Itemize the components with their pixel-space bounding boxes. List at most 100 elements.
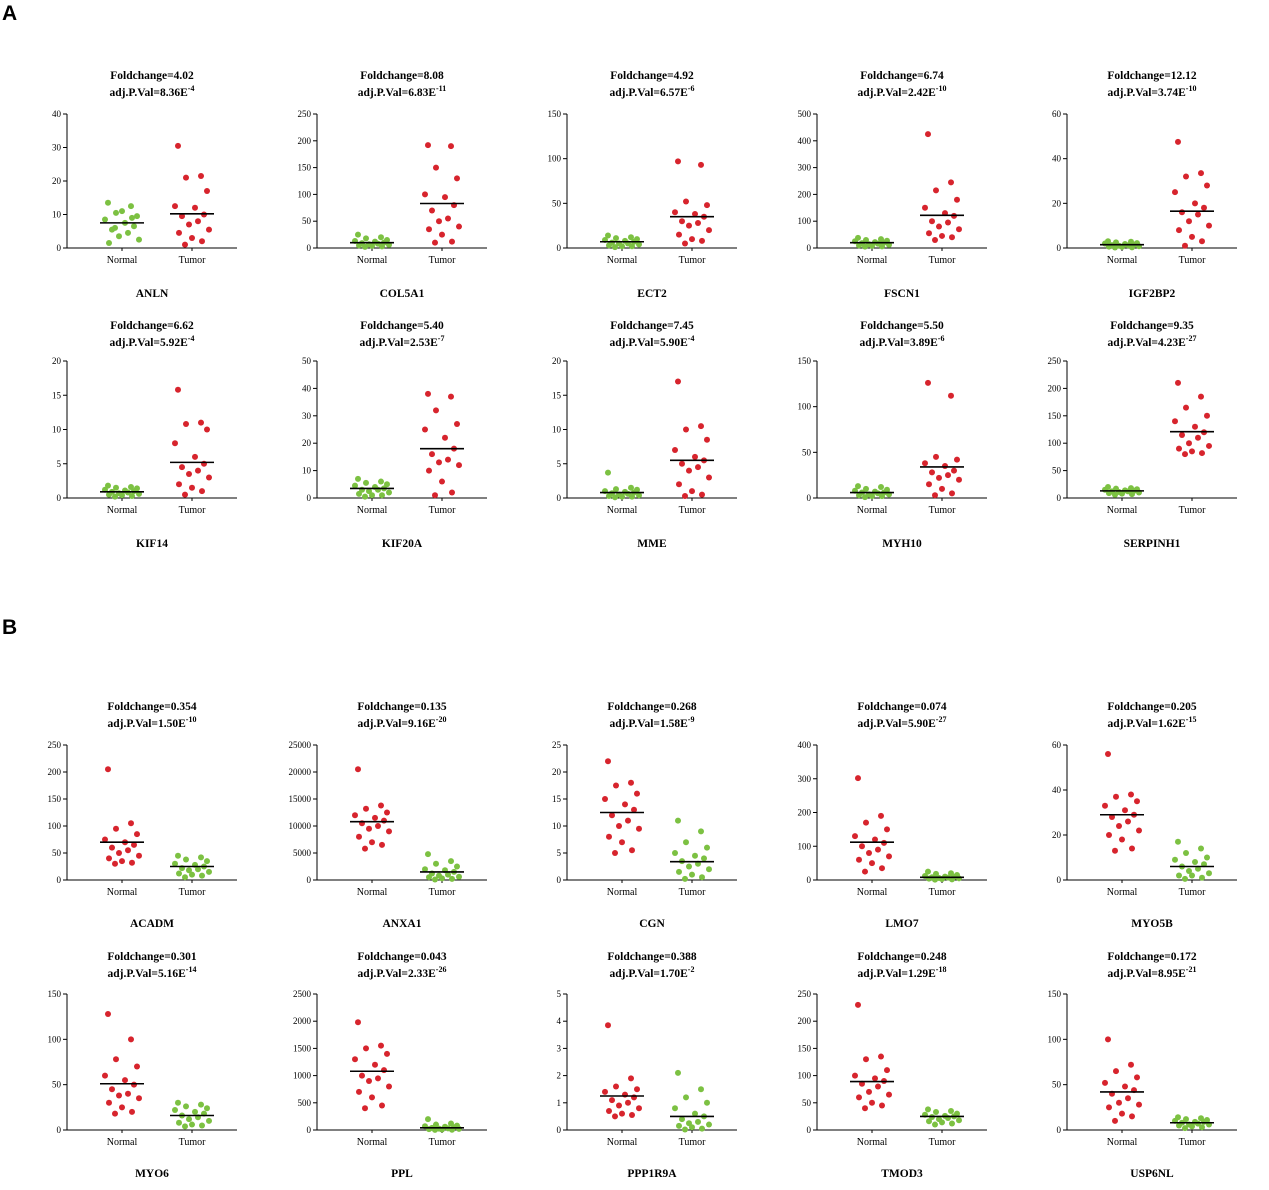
- y-tick-label: 400: [798, 740, 812, 750]
- data-point-tumor: [176, 229, 182, 236]
- data-point-normal: [606, 492, 612, 499]
- y-tick-label: 200: [48, 767, 62, 777]
- data-point-tumor: [676, 481, 682, 488]
- data-point-tumor: [1176, 445, 1182, 452]
- chart-anln: Foldchange=4.02 adj.P.Val=8.36E-4 0 10 20 30 4…: [52, 70, 237, 300]
- data-point-tumor: [922, 460, 928, 467]
- y-tick-label: 20: [1052, 830, 1062, 840]
- data-point-tumor: [448, 143, 454, 150]
- pvalue-label: adj.P.Val=4.23E-27: [1108, 334, 1197, 349]
- data-point-tumor: [689, 236, 695, 243]
- data-point-normal: [362, 493, 368, 500]
- y-tick-label: 0: [1057, 875, 1062, 885]
- y-tick-label: 5: [557, 989, 562, 999]
- data-point-tumor: [204, 858, 210, 865]
- data-point-normal: [613, 486, 619, 493]
- data-point-tumor: [675, 1069, 681, 1076]
- data-point-tumor: [189, 234, 195, 241]
- data-point-tumor: [422, 866, 428, 873]
- data-point-tumor: [439, 875, 445, 882]
- data-point-tumor: [206, 1117, 212, 1124]
- data-point-normal: [113, 1056, 119, 1063]
- data-point-tumor: [1172, 418, 1178, 425]
- x-tick-label: Tumor: [429, 255, 457, 266]
- data-point-tumor: [679, 1116, 685, 1123]
- x-tick-label: Normal: [857, 255, 888, 266]
- data-point-tumor: [206, 868, 212, 875]
- data-point-normal: [625, 1099, 631, 1106]
- data-point-normal: [366, 825, 372, 832]
- y-tick-label: 200: [298, 136, 312, 146]
- chart-ppl: Foldchange=0.043 adj.P.Val=2.33E-26 0 500 10…: [293, 951, 487, 1180]
- data-point-tumor: [432, 239, 438, 246]
- x-tick-label: Normal: [857, 505, 888, 516]
- data-point-tumor: [682, 1126, 688, 1133]
- data-point-tumor: [442, 434, 448, 441]
- data-point-tumor: [926, 481, 932, 488]
- foldchange-label: Foldchange=0.268: [607, 701, 697, 713]
- pvalue-label: adj.P.Val=5.90E-27: [858, 715, 947, 730]
- data-point-normal: [612, 1113, 618, 1120]
- data-point-tumor: [695, 1118, 701, 1125]
- data-point-tumor: [699, 874, 705, 881]
- y-tick-label: 300: [798, 163, 812, 173]
- y-tick-label: 3: [557, 1043, 562, 1053]
- data-point-normal: [855, 775, 861, 782]
- data-point-normal: [362, 845, 368, 852]
- y-tick-label: 30: [52, 143, 62, 153]
- data-point-tumor: [199, 1122, 205, 1129]
- data-point-normal: [619, 243, 625, 250]
- y-tick-label: 200: [798, 1016, 812, 1026]
- y-tick-label: 200: [1048, 383, 1062, 393]
- data-point-tumor: [954, 456, 960, 463]
- foldchange-label: Foldchange=0.301: [107, 951, 197, 963]
- y-tick-label: 2: [557, 1071, 562, 1081]
- data-point-tumor: [425, 142, 431, 149]
- data-point-normal: [369, 1094, 375, 1101]
- y-tick-label: 40: [1052, 785, 1062, 795]
- data-point-normal: [119, 208, 125, 215]
- data-point-tumor: [445, 871, 451, 878]
- data-point-normal: [131, 1081, 137, 1088]
- gene-label: ACADM: [130, 918, 174, 930]
- data-point-normal: [119, 1104, 125, 1111]
- data-point-normal: [616, 823, 622, 829]
- foldchange-label: Foldchange=12.12: [1107, 70, 1197, 82]
- x-tick-label: Tumor: [1179, 1137, 1207, 1148]
- gene-label: CGN: [639, 918, 665, 930]
- x-tick-label: Tumor: [679, 887, 707, 898]
- data-point-tumor: [204, 1105, 210, 1112]
- data-point-tumor: [676, 231, 682, 238]
- data-point-tumor: [925, 131, 931, 138]
- y-tick-label: 150: [1048, 411, 1062, 421]
- data-point-normal: [1136, 827, 1142, 834]
- y-tick-label: 15: [552, 390, 562, 400]
- x-tick-label: Tumor: [929, 255, 957, 266]
- gene-label: TMOD3: [881, 1168, 923, 1180]
- x-tick-label: Tumor: [1179, 887, 1207, 898]
- y-tick-label: 0: [307, 493, 312, 503]
- data-point-tumor: [189, 871, 195, 878]
- y-tick-label: 250: [298, 109, 312, 119]
- data-point-tumor: [1183, 173, 1189, 180]
- y-tick-label: 60: [1052, 740, 1062, 750]
- gene-label: SERPINH1: [1124, 538, 1181, 550]
- data-point-normal: [862, 494, 868, 501]
- data-point-tumor: [695, 219, 701, 226]
- y-tick-label: 500: [298, 1098, 312, 1108]
- y-tick-label: 10: [552, 425, 562, 435]
- chart-ppp1r9a: Foldchange=0.388 adj.P.Val=1.70E-2 0 1 2 3 4 5 N…: [557, 951, 737, 1180]
- data-point-tumor: [922, 204, 928, 211]
- data-point-tumor: [204, 188, 210, 195]
- data-point-tumor: [175, 1099, 181, 1106]
- chart-myo5b: Foldchange=0.205 adj.P.Val=1.62E-15 0 20 40 6…: [1052, 701, 1237, 930]
- foldchange-label: Foldchange=0.354: [107, 701, 197, 713]
- data-point-tumor: [675, 817, 681, 824]
- pvalue-label: adj.P.Val=1.29E-18: [858, 965, 947, 980]
- data-point-normal: [119, 492, 125, 499]
- pvalue-label: adj.P.Val=2.53E-7: [360, 334, 445, 349]
- data-point-normal: [102, 836, 108, 843]
- y-tick-label: 2000: [293, 1016, 312, 1026]
- y-tick-label: 2500: [293, 989, 312, 999]
- data-point-normal: [381, 817, 387, 824]
